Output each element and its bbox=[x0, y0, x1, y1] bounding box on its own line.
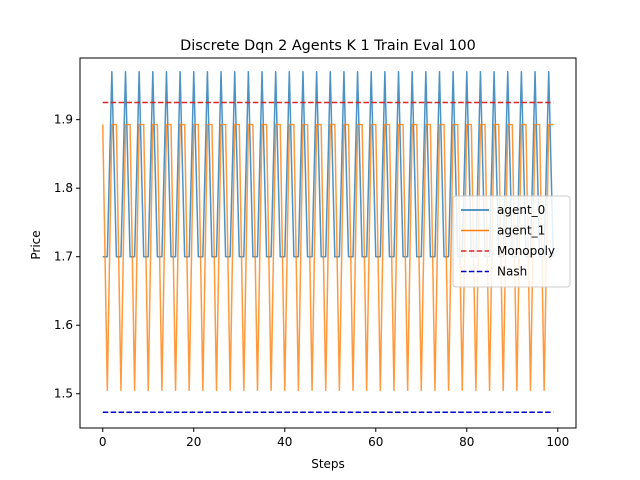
x-axis: 0 20 40 60 80 100 bbox=[99, 428, 569, 449]
legend-label: agent_1 bbox=[497, 224, 545, 238]
x-tick-label: 100 bbox=[546, 435, 569, 449]
series-line-agent-0 bbox=[102, 70, 554, 258]
x-tick-label: 60 bbox=[368, 435, 383, 449]
legend-label: agent_0 bbox=[497, 203, 545, 217]
x-tick-label: 80 bbox=[459, 435, 474, 449]
x-axis-label: Steps bbox=[311, 457, 345, 471]
legend-label: Monopoly bbox=[497, 244, 555, 258]
y-tick-label: 1.6 bbox=[54, 318, 73, 332]
y-axis-label: Price bbox=[29, 230, 43, 259]
x-tick-label: 0 bbox=[99, 435, 107, 449]
legend-box bbox=[452, 195, 571, 288]
y-axis: 1.5 1.6 1.7 1.8 1.9 bbox=[54, 113, 80, 401]
y-tick-label: 1.9 bbox=[54, 113, 73, 127]
legend-label: Nash bbox=[497, 265, 527, 279]
x-tick-label: 40 bbox=[277, 435, 292, 449]
y-tick-label: 1.5 bbox=[54, 387, 73, 401]
chart-title: Discrete Dqn 2 Agents K 1 Train Eval 100 bbox=[180, 38, 476, 54]
x-tick-label: 20 bbox=[186, 435, 201, 449]
plot-frame bbox=[79, 57, 577, 429]
y-tick-label: 1.8 bbox=[54, 181, 73, 195]
y-tick-label: 1.7 bbox=[54, 250, 73, 264]
legend: agent_0 agent_1 Monopoly Nash bbox=[452, 195, 571, 288]
